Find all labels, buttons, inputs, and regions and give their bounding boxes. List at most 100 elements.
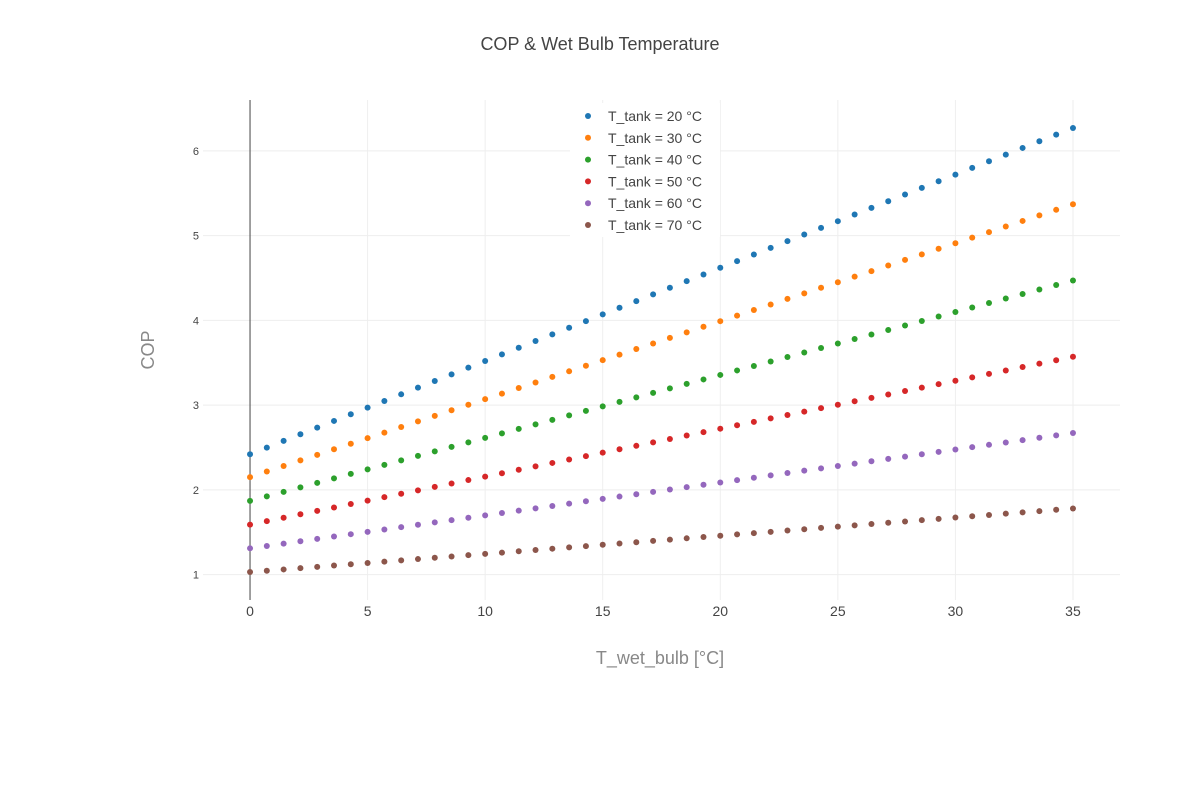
data-point[interactable] bbox=[683, 329, 690, 336]
data-point[interactable] bbox=[347, 470, 354, 477]
data-point[interactable] bbox=[549, 459, 556, 466]
data-point[interactable] bbox=[666, 334, 673, 341]
data-point[interactable] bbox=[834, 340, 841, 347]
data-point[interactable] bbox=[633, 298, 640, 305]
data-point[interactable] bbox=[666, 284, 673, 291]
data-point[interactable] bbox=[515, 507, 522, 514]
data-point[interactable] bbox=[331, 475, 337, 482]
data-point[interactable] bbox=[364, 497, 371, 504]
data-point[interactable] bbox=[902, 256, 909, 263]
data-point[interactable] bbox=[297, 511, 304, 518]
data-point[interactable] bbox=[616, 540, 623, 547]
data-point[interactable] bbox=[750, 418, 757, 425]
data-point[interactable] bbox=[935, 245, 942, 252]
data-point[interactable] bbox=[750, 362, 757, 369]
data-point[interactable] bbox=[734, 531, 741, 538]
data-point[interactable] bbox=[247, 545, 254, 552]
data-point[interactable] bbox=[1036, 212, 1043, 219]
data-point[interactable] bbox=[902, 518, 909, 525]
data-point[interactable] bbox=[448, 517, 455, 524]
data-point[interactable] bbox=[952, 446, 959, 453]
data-point[interactable] bbox=[566, 324, 573, 331]
data-point[interactable] bbox=[1069, 124, 1076, 131]
data-point[interactable] bbox=[381, 461, 388, 468]
data-point[interactable] bbox=[297, 457, 304, 464]
data-point[interactable] bbox=[1002, 295, 1009, 302]
data-point[interactable] bbox=[532, 546, 539, 553]
data-point[interactable] bbox=[885, 519, 892, 526]
data-point[interactable] bbox=[1019, 364, 1026, 371]
data-point[interactable] bbox=[683, 535, 690, 542]
data-point[interactable] bbox=[431, 448, 438, 455]
data-point[interactable] bbox=[280, 488, 287, 495]
data-point[interactable] bbox=[902, 191, 909, 198]
data-point[interactable] bbox=[347, 531, 354, 538]
data-point[interactable] bbox=[347, 561, 354, 568]
data-point[interactable] bbox=[582, 498, 589, 505]
data-point[interactable] bbox=[734, 367, 741, 374]
data-point[interactable] bbox=[633, 394, 640, 401]
data-point[interactable] bbox=[868, 521, 875, 528]
data-point[interactable] bbox=[1069, 353, 1076, 360]
data-point[interactable] bbox=[717, 532, 724, 539]
data-point[interactable] bbox=[263, 567, 270, 574]
legend-item[interactable]: T_tank = 40 °C bbox=[585, 152, 702, 168]
data-point[interactable] bbox=[566, 456, 573, 463]
data-point[interactable] bbox=[465, 514, 472, 521]
data-point[interactable] bbox=[314, 451, 321, 458]
data-point[interactable] bbox=[818, 284, 825, 291]
legend-item[interactable]: T_tank = 70 °C bbox=[585, 217, 702, 233]
data-point[interactable] bbox=[1053, 357, 1060, 364]
data-point[interactable] bbox=[616, 446, 623, 453]
data-point[interactable] bbox=[650, 291, 657, 298]
data-point[interactable] bbox=[1069, 430, 1076, 437]
data-point[interactable] bbox=[263, 518, 270, 525]
data-point[interactable] bbox=[700, 271, 707, 278]
data-point[interactable] bbox=[1002, 367, 1009, 374]
data-point[interactable] bbox=[935, 381, 942, 388]
data-point[interactable] bbox=[364, 435, 371, 442]
data-point[interactable] bbox=[532, 505, 539, 512]
data-point[interactable] bbox=[700, 481, 707, 488]
data-point[interactable] bbox=[700, 376, 707, 383]
data-point[interactable] bbox=[717, 425, 724, 432]
data-point[interactable] bbox=[918, 384, 925, 391]
data-point[interactable] bbox=[885, 262, 892, 269]
data-point[interactable] bbox=[851, 460, 858, 467]
data-point[interactable] bbox=[532, 463, 539, 470]
data-point[interactable] bbox=[347, 501, 354, 508]
data-point[interactable] bbox=[935, 515, 942, 522]
data-point[interactable] bbox=[986, 511, 992, 518]
data-point[interactable] bbox=[935, 448, 942, 455]
data-point[interactable] bbox=[918, 451, 925, 458]
data-point[interactable] bbox=[1036, 434, 1043, 441]
data-point[interactable] bbox=[868, 394, 875, 401]
data-point[interactable] bbox=[280, 437, 287, 444]
data-point[interactable] bbox=[902, 388, 909, 395]
data-point[interactable] bbox=[784, 295, 791, 302]
data-point[interactable] bbox=[498, 470, 505, 477]
data-point[interactable] bbox=[767, 528, 774, 535]
data-point[interactable] bbox=[1019, 291, 1026, 297]
data-point[interactable] bbox=[414, 521, 421, 528]
data-point[interactable] bbox=[566, 500, 573, 507]
data-point[interactable] bbox=[314, 507, 321, 514]
data-point[interactable] bbox=[515, 344, 522, 351]
data-point[interactable] bbox=[986, 158, 992, 165]
data-point[interactable] bbox=[280, 514, 287, 521]
data-point[interactable] bbox=[885, 198, 892, 205]
data-point[interactable] bbox=[801, 349, 808, 356]
data-point[interactable] bbox=[969, 444, 976, 451]
data-point[interactable] bbox=[717, 264, 724, 271]
legend-item[interactable]: T_tank = 50 °C bbox=[585, 173, 702, 189]
data-point[interactable] bbox=[818, 524, 825, 531]
data-point[interactable] bbox=[448, 371, 455, 378]
data-point[interactable] bbox=[431, 519, 438, 526]
data-point[interactable] bbox=[633, 491, 640, 498]
data-point[interactable] bbox=[700, 323, 707, 330]
data-point[interactable] bbox=[599, 495, 606, 502]
data-point[interactable] bbox=[263, 542, 270, 549]
data-point[interactable] bbox=[818, 465, 825, 472]
data-point[interactable] bbox=[801, 526, 808, 533]
data-point[interactable] bbox=[582, 318, 589, 325]
